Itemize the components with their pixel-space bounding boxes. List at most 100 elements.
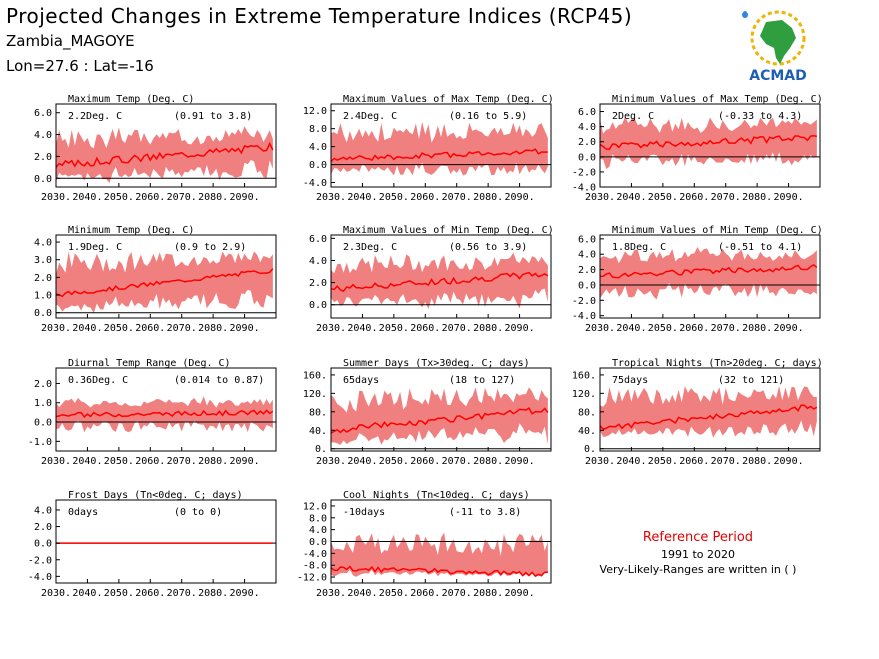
panel-title: Maximum Temp (Deg. C) — [68, 94, 194, 105]
median-line-6 — [55, 409, 274, 418]
median-line-1 — [330, 148, 548, 163]
x-tick-label: 2090. — [774, 323, 804, 334]
reference-period-years: 1991 to 2020 — [660, 548, 736, 561]
y-tick-label: -4.0 — [28, 572, 52, 583]
range-band-5 — [600, 247, 817, 300]
y-tick-label: 12.0 — [303, 501, 327, 512]
y-tick-label: 6.0 — [309, 234, 327, 245]
range-band-0 — [56, 126, 273, 183]
x-tick-label: 2040. — [72, 456, 102, 467]
y-tick-label: -2.0 — [572, 296, 596, 307]
panel-title: Minimum Values of Min Temp (Deg. C) — [612, 225, 823, 236]
x-tick-label: 2080. — [473, 456, 503, 467]
y-tick-label: 4.0 — [34, 130, 52, 141]
y-tick-label: 80. — [578, 407, 596, 418]
y-tick-label: 2.0 — [578, 265, 596, 276]
chart-panel-4: 2030. 2040. 2050. 2060. 2070. 2080. 2090. 0.0 2.… — [309, 225, 554, 334]
x-tick-label: 2080. — [473, 323, 503, 334]
median-line-4 — [330, 271, 549, 293]
x-tick-label: 2040. — [72, 323, 102, 334]
x-tick-label: 2080. — [742, 323, 772, 334]
x-tick-label: 2070. — [442, 323, 472, 334]
y-tick-label: 6.0 — [578, 107, 596, 118]
chart-panel-5: 2030. 2040. 2050. 2060. 2070. 2080. 2090. -4.0 -… — [572, 225, 823, 334]
chart-panel-1: 2030. 2040. 2050. 2060. 2070. 2080. 2090. -4.0 0… — [303, 94, 554, 203]
panel-title: Cool Nights (Tn<10deg. C; days) — [343, 490, 530, 501]
x-tick-label: 2040. — [616, 323, 646, 334]
x-tick-label: 2060. — [410, 588, 440, 599]
x-tick-label: 2040. — [347, 192, 377, 203]
chart-main-title: Projected Changes in Extreme Temperature… — [6, 4, 633, 28]
range-band-1 — [331, 121, 548, 176]
panel-mean-value: 2.4Deg. C — [343, 111, 397, 122]
median-line-2 — [599, 135, 817, 150]
y-tick-label: 4.0 — [309, 142, 327, 153]
x-tick-label: 2060. — [135, 456, 165, 467]
x-tick-label: 2030. — [585, 456, 615, 467]
x-tick-label: 2030. — [585, 192, 615, 203]
panel-mean-value: 75days — [612, 375, 648, 386]
panel-likely-range: (32 to 121) — [718, 375, 784, 386]
y-tick-label: 0.0 — [309, 537, 327, 548]
x-tick-label: 2090. — [230, 192, 260, 203]
y-tick-label: 0. — [584, 444, 596, 455]
y-tick-label: 2.0 — [34, 273, 52, 284]
panel-mean-value: 0.36Deg. C — [68, 375, 128, 386]
x-tick-label: 2030. — [41, 588, 71, 599]
y-tick-label: -4.0 — [572, 183, 596, 194]
x-tick-label: 2080. — [473, 192, 503, 203]
x-tick-label: 2050. — [379, 323, 409, 334]
y-tick-label: 0.0 — [34, 418, 52, 429]
x-tick-label: 2050. — [104, 323, 134, 334]
x-tick-label: 2040. — [347, 323, 377, 334]
x-tick-label: 2080. — [198, 588, 228, 599]
median-line-7 — [330, 407, 549, 434]
x-tick-label: 2030. — [316, 588, 346, 599]
y-tick-label: 40. — [578, 426, 596, 437]
y-tick-label: -2.0 — [28, 555, 52, 566]
station-coords: Lon=27.6 : Lat=-16 — [6, 57, 154, 75]
x-tick-label: 2080. — [198, 192, 228, 203]
logo-text: ACMAD — [749, 68, 807, 84]
plot-frame-5 — [599, 234, 821, 319]
plot-frame-2 — [599, 103, 821, 188]
y-tick-label: 2.0 — [309, 278, 327, 289]
x-tick-label: 2060. — [410, 323, 440, 334]
x-tick-label: 2030. — [41, 192, 71, 203]
station-name: Zambia_MAGOYE — [6, 32, 135, 50]
panel-title: Diurnal Temp Range (Deg. C) — [68, 358, 231, 369]
x-tick-label: 2050. — [379, 192, 409, 203]
x-tick-label: 2090. — [230, 588, 260, 599]
reference-range-note: Very-Likely-Ranges are written in ( ) — [599, 563, 797, 576]
x-tick-label: 2090. — [505, 588, 535, 599]
x-tick-label: 2090. — [774, 192, 804, 203]
panel-mean-value: 2.2Deg. C — [68, 111, 122, 122]
panel-mean-value: -10days — [343, 507, 385, 518]
x-tick-label: 2090. — [505, 323, 535, 334]
y-tick-label: 2.0 — [34, 522, 52, 533]
y-tick-label: 4.0 — [578, 250, 596, 261]
y-tick-label: 0.0 — [578, 280, 596, 291]
x-tick-label: 2060. — [410, 456, 440, 467]
panel-mean-value: 65days — [343, 375, 379, 386]
y-tick-label: 2.0 — [34, 379, 52, 390]
y-tick-label: -4.0 — [572, 311, 596, 322]
y-tick-label: 0.0 — [309, 300, 327, 311]
x-tick-label: 2030. — [316, 456, 346, 467]
panel-likely-range: (0.91 to 3.8) — [174, 111, 252, 122]
y-tick-label: 40. — [309, 426, 327, 437]
panel-likely-range: (18 to 127) — [449, 375, 515, 386]
y-tick-label: 0.0 — [578, 152, 596, 163]
x-tick-label: 2060. — [135, 588, 165, 599]
y-tick-label: 12.0 — [303, 106, 327, 117]
range-band-10 — [331, 532, 548, 578]
y-tick-label: 120. — [572, 389, 596, 400]
x-tick-label: 2080. — [198, 456, 228, 467]
y-tick-label: 4.0 — [34, 505, 52, 516]
y-tick-label: 4.0 — [309, 525, 327, 536]
x-tick-label: 2070. — [442, 588, 472, 599]
y-tick-label: 120. — [303, 389, 327, 400]
x-tick-label: 2060. — [135, 192, 165, 203]
y-tick-label: 160. — [572, 370, 596, 381]
